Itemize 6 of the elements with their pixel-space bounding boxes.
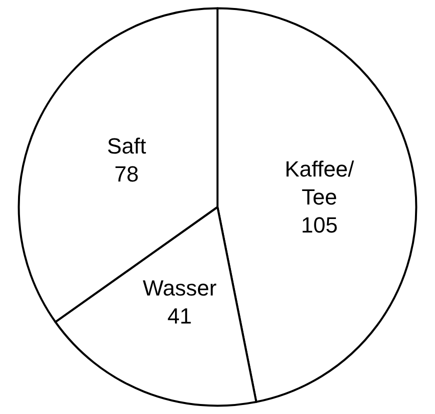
data-label: 41 <box>167 304 192 329</box>
data-label: 78 <box>114 162 139 187</box>
slice-label: Wasser <box>142 276 217 301</box>
slice-label: Saft <box>106 134 146 159</box>
slice-label: Kaffee/Tee <box>284 156 355 210</box>
data-label: 105 <box>301 212 338 238</box>
